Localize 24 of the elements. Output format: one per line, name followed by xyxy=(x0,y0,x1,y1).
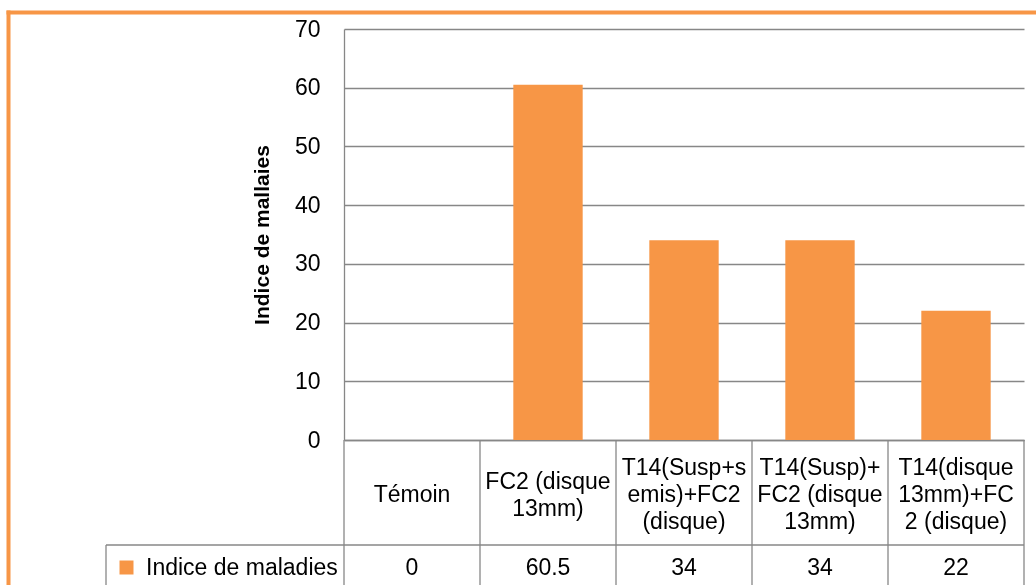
data-label: 0 xyxy=(405,554,419,580)
data-label: 22 xyxy=(943,554,969,580)
y-tick-label: 40 xyxy=(294,191,321,218)
x-tick-label: T14(disque 13mm)+FC2 (disque) xyxy=(898,454,1014,534)
data-label: 34 xyxy=(807,554,833,580)
y-tick-label: 50 xyxy=(294,132,321,159)
x-tick-label: Témoin xyxy=(373,481,451,507)
bar xyxy=(785,240,855,440)
bar xyxy=(513,84,583,440)
y-tick-label: 30 xyxy=(294,250,321,277)
y-tick-label: 0 xyxy=(307,426,321,453)
bar xyxy=(921,310,991,440)
legend-label: Indice de maladies xyxy=(146,553,338,580)
data-label: 60.5 xyxy=(525,554,571,580)
y-tick-label: 20 xyxy=(294,309,321,336)
y-tick-label: 70 xyxy=(294,15,321,42)
y-tick-label: 10 xyxy=(294,367,321,394)
x-tick-label: T14(Susp)+FC2 (disque 13mm) xyxy=(757,454,883,534)
data-label: 34 xyxy=(671,554,697,580)
y-axis-title: Indice de mallaies xyxy=(249,145,273,325)
x-tick-label: FC2 (disque 13mm) xyxy=(485,467,611,521)
bar xyxy=(649,240,719,440)
x-tick-label: T14(Susp+semis)+FC2 (disque) xyxy=(621,454,747,534)
y-tick-label: 60 xyxy=(294,74,321,101)
